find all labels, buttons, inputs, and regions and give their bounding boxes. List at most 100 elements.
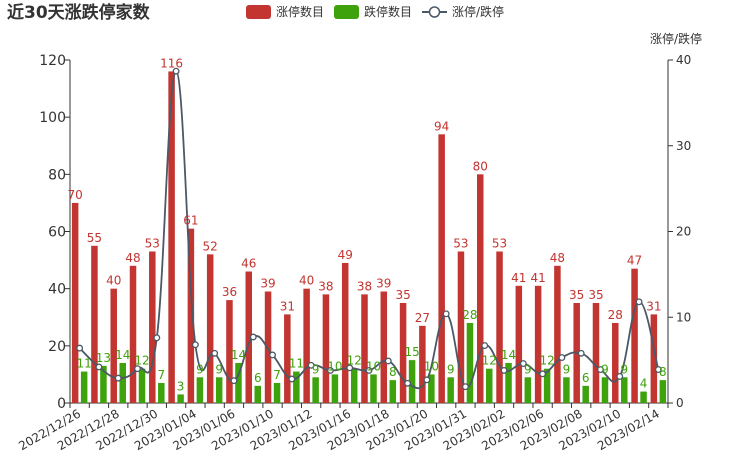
bar-down-label: 4 [640,377,648,391]
bar-down-label: 9 [563,362,571,376]
bar-up [592,302,600,403]
ratio-point [211,349,219,357]
bar-up [438,134,445,404]
bar-down [273,382,281,403]
bar-down-label: 9 [524,362,532,376]
bar-up-label: 70 [68,188,83,202]
bar-down-label: 9 [620,362,628,376]
legend-item-ratio[interactable]: 涨停/跌停 [422,4,504,19]
bar-up-label: 53 [492,237,507,251]
ratio-point [558,354,566,362]
bar-down-label: 12 [347,354,362,368]
bar-down [158,382,165,403]
bar-down [215,377,223,403]
bar-up-label: 80 [473,159,488,173]
bar-up-label: 27 [415,311,430,325]
bar-up [284,314,291,403]
bar-down [312,377,319,403]
bar-down-label: 12 [482,354,497,368]
ratio-point [423,376,431,384]
bar-up-label: 38 [357,279,372,293]
legend-item-down[interactable]: 跌停数目 [334,4,412,19]
bar-up-label: 41 [511,271,526,285]
bar-down [350,368,358,403]
bar-down [331,374,339,403]
ratio-point [365,366,373,374]
left-tick-label: 100 [39,110,66,126]
ratio-point [577,349,585,357]
bar-up-label: 40 [106,274,121,288]
bar-up-label: 31 [280,299,295,313]
bar-up [187,228,195,403]
legend: 涨停数目 跌停数目 涨停/跌停 [246,4,504,19]
bar-up-label: 41 [530,271,545,285]
data-labels: 7011551340144812537116361952936144663973… [68,56,667,393]
left-tick-label: 60 [48,225,66,241]
bar-down-label: 12 [539,354,554,368]
bar-down-label: 12 [134,354,149,368]
bar-down [370,374,377,403]
bar-down [235,362,242,403]
bar-down [80,371,88,403]
left-tick-label: 40 [48,282,66,298]
bar-up-label: 40 [299,274,314,288]
bar-up-label: 39 [260,277,275,291]
ratio-point [269,351,276,359]
bar-down-label: 10 [327,359,342,373]
bar-up-label: 39 [376,277,391,291]
left-tick-label: 0 [57,396,66,412]
bar-up [554,265,561,403]
bar-down [428,374,435,403]
bar-down-label: 6 [582,371,590,385]
ratio-point [288,375,296,383]
bar-up [206,254,214,403]
bar-up [534,285,542,403]
bar-down [640,391,647,403]
bar-down-label: 28 [462,308,477,322]
bar-down-label: 14 [115,348,130,362]
bar-down [100,365,107,403]
right-tick-label: 30 [676,139,691,153]
bar-up-label: 35 [588,288,603,302]
bar-up-label: 53 [145,237,160,251]
ratio-point [635,298,643,306]
left-tick-label: 20 [48,339,66,355]
bar-down [196,377,204,403]
bar-down [447,377,454,403]
bar-down [293,371,300,403]
ratio-point [500,366,508,374]
right-tick-label: 20 [676,225,691,239]
right-tick-label: 0 [676,396,684,410]
bar-up [457,251,465,403]
legend-label-ratio: 涨停/跌停 [452,4,504,19]
bar-down-label: 15 [404,345,419,359]
bar-up [303,288,310,403]
ratio-point [230,377,238,385]
ratio-point [307,361,315,369]
bar-down [563,377,570,403]
legend-marker-ratio [428,6,441,18]
ratio-point [462,383,469,391]
right-tick-label: 40 [676,53,691,67]
bar-down [621,377,628,403]
bar-up [361,294,368,403]
legend-swatch-down [334,5,359,19]
bar-up-label: 35 [395,288,410,302]
bar-up-label: 46 [241,257,256,271]
legend-label-up: 涨停数目 [276,4,324,19]
bar-down [659,380,667,403]
bar-up-label: 36 [222,285,237,299]
bar-up [515,285,523,403]
ratio-point [442,310,450,318]
ratio-point [249,333,257,341]
bar-down-label: 8 [389,365,397,379]
bar-up-label: 116 [160,56,183,70]
bar-down [466,322,474,403]
legend-label-down: 跌停数目 [364,4,412,19]
ratio-point [153,334,161,342]
ratio-point [616,372,624,380]
ratio-point [134,365,141,373]
legend-item-up[interactable]: 涨停数目 [246,4,324,19]
